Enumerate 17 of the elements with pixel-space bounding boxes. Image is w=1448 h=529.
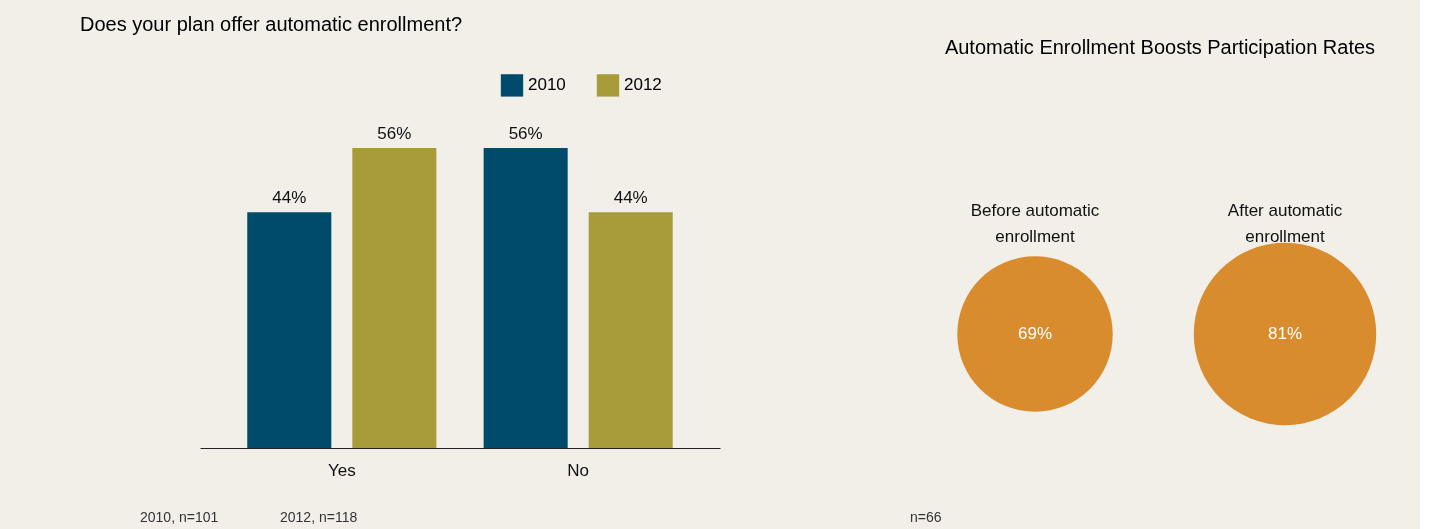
- legend-label: 2010: [528, 75, 566, 95]
- x-tick-label: Yes: [327, 460, 356, 480]
- x-tick-label: No: [567, 460, 590, 480]
- text: 2010, n=101: [140, 509, 219, 525]
- data-label: 44%: [613, 188, 648, 208]
- data-label: 69%: [1017, 324, 1053, 343]
- legend-label: 2012: [624, 75, 662, 95]
- data-label: 56%: [377, 124, 412, 143]
- data-label: 81%: [1267, 324, 1303, 343]
- text: 2012, n=118: [280, 509, 358, 525]
- chart-title: Does your plan offer automatic enrollment?: [80, 13, 463, 35]
- category-label: After automatic enrollment: [1227, 201, 1343, 246]
- data-label: 56%: [508, 124, 543, 143]
- category-label: Before automatic enrollment: [970, 201, 1100, 246]
- text: Automatic Enrollment Boosts Participation Rates: [944, 36, 1376, 58]
- text: n=66: [910, 509, 942, 525]
- data-label: 44%: [272, 188, 307, 208]
